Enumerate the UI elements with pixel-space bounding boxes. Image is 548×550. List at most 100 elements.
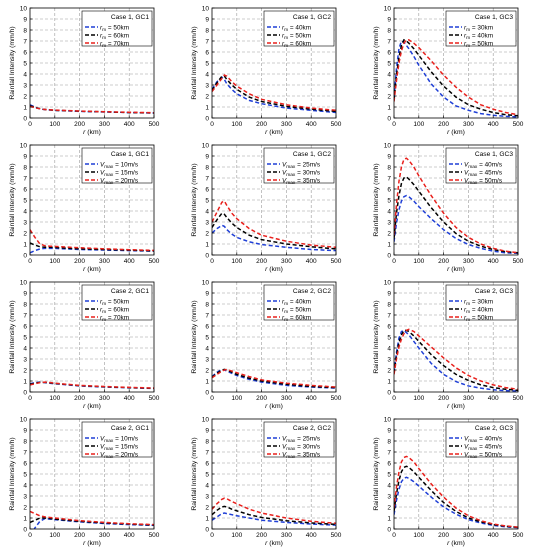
- y-tick-label: 0: [23, 389, 27, 396]
- legend-entry-1: Vmax = 40m/s: [464, 435, 502, 444]
- y-tick-label: 6: [387, 186, 391, 193]
- y-tick-label: 7: [205, 449, 209, 456]
- y-tick-label: 5: [205, 197, 209, 204]
- y-tick-label: 3: [387, 82, 391, 89]
- y-tick-label: 3: [205, 356, 209, 363]
- series-line-3: [394, 157, 518, 254]
- y-tick-label: 3: [23, 219, 27, 226]
- y-axis-label: Rainfall Intensity (mm/h): [9, 437, 16, 510]
- legend-entry-1: Vmax = 25m/s: [282, 161, 320, 170]
- subplot-6: 0 100 200 300 400 500 0 1 2 3 4 5 6 7 8 9 10 r (km) Rainfa…: [373, 142, 524, 273]
- legend-entry-1: Vmax = 10m/s: [100, 161, 138, 170]
- x-tick-label: 300: [99, 121, 110, 128]
- y-tick-label: 9: [23, 16, 27, 23]
- legend-entry-3: rm = 50km: [464, 314, 493, 323]
- y-tick-label: 8: [205, 164, 209, 171]
- y-tick-label: 3: [387, 356, 391, 363]
- y-tick-label: 5: [387, 60, 391, 67]
- y-tick-label: 0: [205, 526, 209, 533]
- y-tick-label: 10: [202, 416, 210, 423]
- x-tick-label: 100: [231, 258, 242, 265]
- y-tick-label: 9: [23, 153, 27, 160]
- y-tick-label: 0: [387, 389, 391, 396]
- x-tick-label: 400: [306, 121, 317, 128]
- y-tick-label: 4: [23, 208, 27, 215]
- y-tick-label: 2: [23, 504, 27, 511]
- series-line-2: [30, 517, 154, 526]
- subplot-title: Case 1, GC3: [475, 14, 513, 21]
- x-tick-label: 100: [413, 121, 424, 128]
- legend-entry-2: rm = 40km: [464, 306, 493, 315]
- y-axis-label: Rainfall Intensity (mm/h): [9, 163, 16, 236]
- legend-entry-1: rm = 30km: [464, 24, 493, 33]
- y-axis-label: Rainfall Intensity (mm/h): [191, 300, 198, 373]
- series-line-2: [30, 242, 154, 252]
- y-axis-label: Rainfall Intensity (mm/h): [191, 26, 198, 99]
- y-tick-label: 6: [205, 186, 209, 193]
- y-tick-label: 7: [23, 449, 27, 456]
- legend-entry-3: Vmax = 50m/s: [464, 177, 502, 186]
- y-tick-label: 7: [387, 175, 391, 182]
- x-axis-label: r (km): [265, 403, 283, 410]
- y-tick-label: 3: [23, 356, 27, 363]
- legend-box: [445, 147, 517, 184]
- x-tick-label: 500: [331, 121, 342, 128]
- legend-entry-2: Vmax = 15m/s: [100, 443, 138, 452]
- y-tick-label: 10: [384, 279, 392, 286]
- y-tick-label: 10: [20, 142, 28, 149]
- x-axis-label: r (km): [83, 540, 101, 547]
- x-tick-label: 200: [256, 258, 267, 265]
- y-tick-label: 3: [23, 493, 27, 500]
- x-axis-label: r (km): [83, 403, 101, 410]
- y-tick-label: 0: [205, 252, 209, 259]
- y-tick-label: 4: [23, 482, 27, 489]
- y-tick-label: 8: [387, 301, 391, 308]
- y-axis-label: Rainfall Intensity (mm/h): [9, 300, 16, 373]
- subplot-title: Case 1, GC2: [293, 14, 331, 21]
- series-line-1: [30, 247, 154, 254]
- y-tick-label: 6: [23, 460, 27, 467]
- x-tick-label: 100: [49, 532, 60, 539]
- x-tick-label: 100: [49, 258, 60, 265]
- y-tick-label: 10: [384, 416, 392, 423]
- series-line-3: [394, 455, 518, 528]
- legend-entry-2: rm = 40km: [464, 32, 493, 41]
- legend-box: [81, 421, 153, 458]
- y-tick-label: 0: [23, 115, 27, 122]
- x-tick-label: 200: [438, 121, 449, 128]
- x-tick-label: 500: [513, 121, 524, 128]
- x-tick-label: 400: [488, 121, 499, 128]
- y-tick-label: 4: [387, 208, 391, 215]
- y-tick-label: 7: [387, 312, 391, 319]
- y-tick-label: 3: [387, 493, 391, 500]
- y-tick-label: 7: [23, 175, 27, 182]
- x-tick-label: 0: [392, 258, 396, 265]
- series-line-1: [394, 329, 518, 392]
- y-tick-label: 9: [23, 427, 27, 434]
- legend-entry-2: rm = 60km: [100, 306, 129, 315]
- legend-box: [81, 147, 153, 184]
- y-tick-label: 10: [384, 142, 392, 149]
- x-tick-label: 500: [149, 121, 160, 128]
- y-tick-label: 5: [387, 334, 391, 341]
- x-tick-label: 400: [124, 532, 135, 539]
- legend-entry-2: Vmax = 15m/s: [100, 169, 138, 178]
- x-tick-label: 400: [488, 258, 499, 265]
- y-tick-label: 6: [205, 323, 209, 330]
- x-axis-label: r (km): [447, 129, 465, 136]
- y-tick-label: 10: [202, 5, 210, 12]
- y-tick-label: 0: [387, 252, 391, 259]
- x-tick-label: 200: [74, 121, 85, 128]
- series-line-3: [30, 229, 154, 252]
- y-tick-label: 0: [387, 526, 391, 533]
- y-tick-label: 2: [205, 93, 209, 100]
- y-tick-label: 9: [205, 153, 209, 160]
- legend-entry-3: rm = 60km: [282, 314, 311, 323]
- y-tick-label: 2: [387, 367, 391, 374]
- legend-entry-3: Vmax = 50m/s: [464, 451, 502, 460]
- x-tick-label: 300: [463, 532, 474, 539]
- x-tick-label: 100: [231, 121, 242, 128]
- legend-entry-1: Vmax = 40m/s: [464, 161, 502, 170]
- series-line-2: [394, 38, 518, 117]
